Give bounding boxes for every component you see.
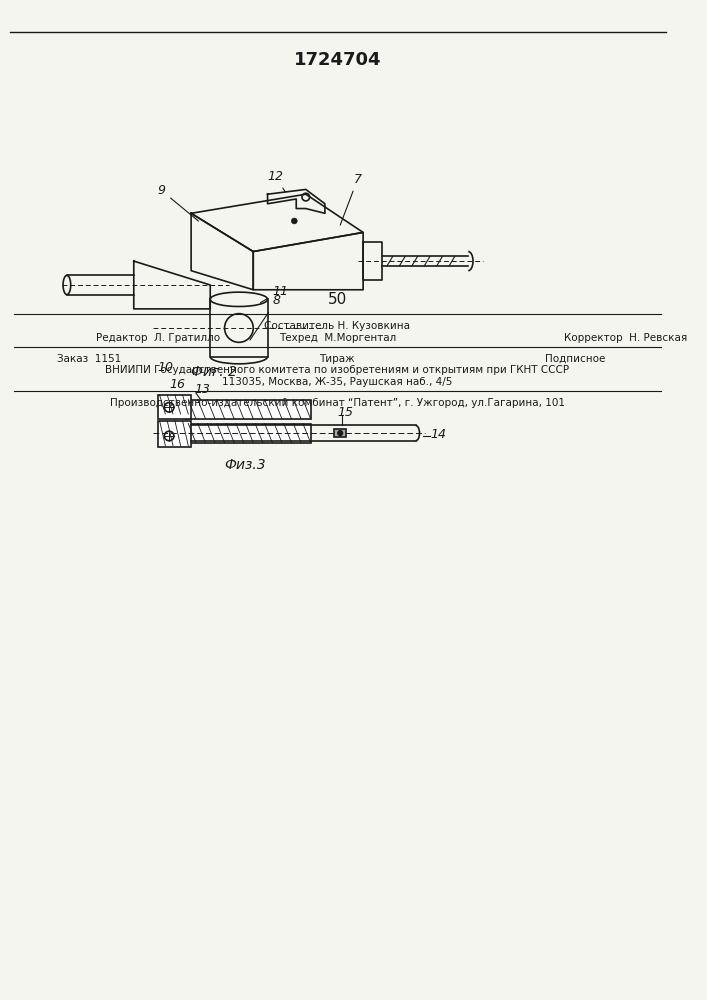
Text: 1724704: 1724704 [293, 51, 381, 69]
Text: 16: 16 [169, 378, 185, 391]
Text: 7: 7 [340, 173, 361, 225]
Bar [158, 395, 191, 419]
Text: 10: 10 [158, 361, 174, 374]
Text: 8: 8 [250, 294, 281, 340]
Text: 15: 15 [337, 406, 354, 419]
Text: Подписное: Подписное [544, 354, 605, 364]
Text: Техред  М.Моргентал: Техред М.Моргентал [279, 333, 396, 343]
Text: Производственно-издательский комбинат “Патент”, г. Ужгород, ул.Гагарина, 101: Производственно-издательский комбинат “П… [110, 398, 565, 408]
Bar [158, 421, 191, 447]
Text: 14: 14 [430, 428, 446, 441]
Text: 11: 11 [260, 285, 288, 303]
Text: ВНИИПИ Государственного комитета по изобретениям и открытиям при ГКНТ СССР: ВНИИПИ Государственного комитета по изоб… [105, 365, 569, 375]
Bar [187, 400, 310, 419]
Text: Заказ  1151: Заказ 1151 [57, 354, 122, 364]
Text: Составитель Н. Кузовкина: Составитель Н. Кузовкина [264, 321, 410, 331]
Text: Редактор  Л. Гратилло: Редактор Л. Гратилло [95, 333, 220, 343]
Text: 113035, Москва, Ж-35, Раушская наб., 4/5: 113035, Москва, Ж-35, Раушская наб., 4/5 [222, 377, 452, 387]
Bar [187, 424, 310, 443]
Text: Физ.3: Физ.3 [225, 458, 267, 472]
Text: Фиг. 2: Фиг. 2 [191, 365, 237, 379]
Circle shape [291, 218, 297, 224]
Circle shape [338, 431, 343, 435]
Bar [334, 429, 346, 437]
Text: Корректор  Н. Ревская: Корректор Н. Ревская [563, 333, 687, 343]
Text: 50: 50 [328, 292, 347, 307]
Text: Тираж: Тираж [320, 354, 355, 364]
Text: 13: 13 [194, 383, 210, 396]
Text: 9: 9 [158, 184, 199, 221]
Text: 12: 12 [267, 170, 285, 192]
